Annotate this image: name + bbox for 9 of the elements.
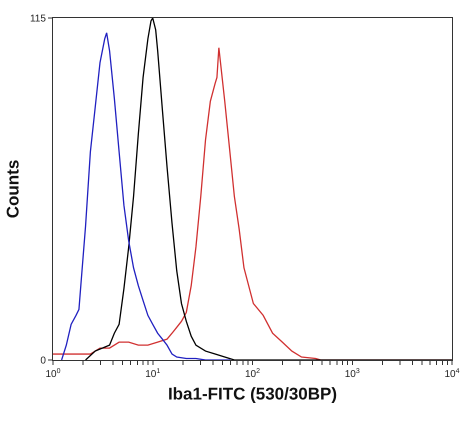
y-tick-label: 0 bbox=[40, 356, 46, 366]
x-axis-title: Iba1-FITC (530/30BP) bbox=[168, 384, 338, 404]
x-tick-label: 10$^{4}$ bbox=[444, 368, 460, 380]
y-axis-title: Counts bbox=[3, 160, 22, 218]
x-tick-label: 10$^{1}$ bbox=[145, 368, 160, 380]
x-tick-label: 10$^{0}$ bbox=[45, 368, 61, 380]
x-tick-label: 10$^{2}$ bbox=[244, 368, 260, 380]
y-tick-label: 115 bbox=[30, 14, 46, 24]
x-tick-label: 10$^{3}$ bbox=[344, 368, 360, 380]
